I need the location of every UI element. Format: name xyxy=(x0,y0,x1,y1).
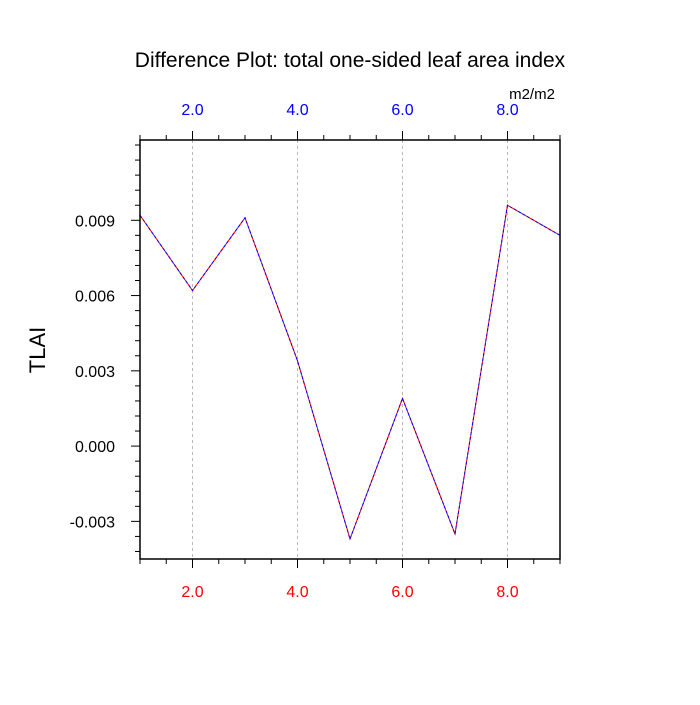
units-label: m2/m2 xyxy=(509,86,555,103)
x-tick-label-top: 8.0 xyxy=(496,102,518,119)
y-axis-label: TLAI xyxy=(25,327,50,373)
x-tick-label-bottom: 6.0 xyxy=(391,584,413,601)
x-tick-label-top: 2.0 xyxy=(181,102,203,119)
tick-marks xyxy=(131,131,561,568)
chart-title: Difference Plot: total one-sided leaf ar… xyxy=(135,49,566,72)
x-tick-label-bottom: 2.0 xyxy=(181,584,203,601)
data-point xyxy=(349,538,351,540)
data-point xyxy=(191,289,194,292)
data-point xyxy=(296,360,299,362)
data-point xyxy=(454,533,456,535)
y-tick-label: 0.006 xyxy=(75,289,115,306)
tick-labels: 2.0 4.0 6.0 8.0 2.0 4.0 6.0 8.0 0.009 0.006 0.003 0… xyxy=(70,102,519,601)
x-tick-label-bottom: 4.0 xyxy=(286,584,308,601)
data-point xyxy=(506,204,509,206)
grid-lines xyxy=(192,140,508,559)
series-line xyxy=(139,204,561,541)
x-tick-label-top: 4.0 xyxy=(286,102,308,119)
y-tick-label: 0.003 xyxy=(75,364,115,381)
y-tick-label: -0.003 xyxy=(70,514,115,531)
data-series xyxy=(139,204,561,541)
y-tick-label: 0.000 xyxy=(75,439,115,456)
data-point xyxy=(401,397,404,400)
x-tick-label-top: 6.0 xyxy=(391,102,413,119)
plot-frame xyxy=(139,139,561,560)
y-tick-label: 0.009 xyxy=(75,213,115,230)
series-line-overlay xyxy=(139,204,561,541)
x-tick-label-bottom: 8.0 xyxy=(496,584,518,601)
data-point xyxy=(244,217,246,219)
